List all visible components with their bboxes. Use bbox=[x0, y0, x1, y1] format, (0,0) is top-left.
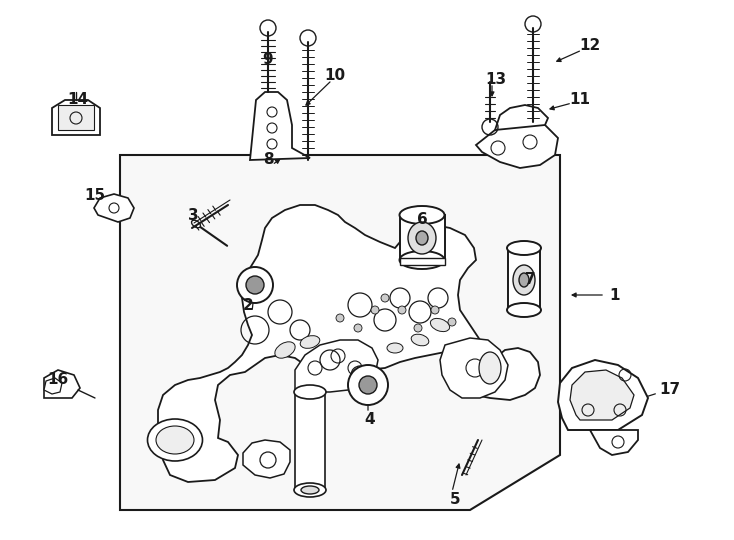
Circle shape bbox=[348, 365, 388, 405]
Polygon shape bbox=[94, 194, 134, 222]
Text: 5: 5 bbox=[450, 492, 460, 508]
Polygon shape bbox=[58, 105, 94, 130]
Ellipse shape bbox=[294, 385, 326, 399]
Ellipse shape bbox=[507, 241, 541, 255]
Polygon shape bbox=[158, 205, 540, 482]
Polygon shape bbox=[44, 378, 62, 394]
Circle shape bbox=[381, 294, 389, 302]
Ellipse shape bbox=[519, 273, 529, 287]
Ellipse shape bbox=[430, 319, 450, 332]
Text: 4: 4 bbox=[365, 413, 375, 428]
Ellipse shape bbox=[156, 426, 194, 454]
Polygon shape bbox=[440, 338, 508, 398]
Circle shape bbox=[354, 324, 362, 332]
Polygon shape bbox=[400, 215, 445, 260]
Ellipse shape bbox=[192, 220, 200, 228]
Ellipse shape bbox=[479, 352, 501, 384]
Text: 17: 17 bbox=[659, 382, 680, 397]
Polygon shape bbox=[558, 360, 648, 430]
Polygon shape bbox=[243, 440, 290, 478]
Ellipse shape bbox=[387, 343, 403, 353]
Circle shape bbox=[359, 376, 377, 394]
Circle shape bbox=[431, 306, 439, 314]
Text: 8: 8 bbox=[263, 152, 273, 167]
Text: 10: 10 bbox=[324, 68, 346, 83]
Circle shape bbox=[414, 324, 422, 332]
Polygon shape bbox=[250, 92, 310, 160]
Text: 16: 16 bbox=[48, 373, 68, 388]
Polygon shape bbox=[400, 258, 445, 265]
Polygon shape bbox=[508, 248, 540, 310]
Polygon shape bbox=[590, 430, 638, 455]
Text: 3: 3 bbox=[188, 207, 198, 222]
Text: 11: 11 bbox=[570, 92, 590, 107]
Polygon shape bbox=[120, 155, 560, 510]
Polygon shape bbox=[295, 340, 378, 392]
Polygon shape bbox=[44, 370, 80, 398]
Ellipse shape bbox=[513, 265, 535, 295]
Text: 12: 12 bbox=[579, 37, 600, 52]
Text: 15: 15 bbox=[84, 187, 106, 202]
Ellipse shape bbox=[294, 483, 326, 497]
Polygon shape bbox=[52, 100, 100, 135]
Circle shape bbox=[371, 306, 379, 314]
Circle shape bbox=[398, 306, 406, 314]
Text: 13: 13 bbox=[485, 72, 506, 87]
Ellipse shape bbox=[399, 206, 445, 224]
Circle shape bbox=[237, 267, 273, 303]
Text: 6: 6 bbox=[417, 213, 427, 227]
Circle shape bbox=[448, 318, 456, 326]
Text: 1: 1 bbox=[610, 287, 620, 302]
Polygon shape bbox=[295, 392, 325, 490]
Ellipse shape bbox=[300, 336, 320, 348]
Polygon shape bbox=[570, 370, 634, 420]
Ellipse shape bbox=[399, 251, 445, 269]
Ellipse shape bbox=[301, 486, 319, 494]
Ellipse shape bbox=[411, 334, 429, 346]
Text: 9: 9 bbox=[263, 52, 273, 68]
Text: 2: 2 bbox=[243, 298, 253, 313]
Circle shape bbox=[336, 314, 344, 322]
Ellipse shape bbox=[148, 419, 203, 461]
Circle shape bbox=[246, 276, 264, 294]
Ellipse shape bbox=[408, 222, 436, 254]
Ellipse shape bbox=[275, 342, 295, 358]
Text: 14: 14 bbox=[68, 92, 89, 107]
Polygon shape bbox=[495, 105, 548, 130]
Polygon shape bbox=[476, 122, 558, 168]
Ellipse shape bbox=[416, 231, 428, 245]
Ellipse shape bbox=[507, 303, 541, 317]
Text: 7: 7 bbox=[525, 273, 535, 287]
